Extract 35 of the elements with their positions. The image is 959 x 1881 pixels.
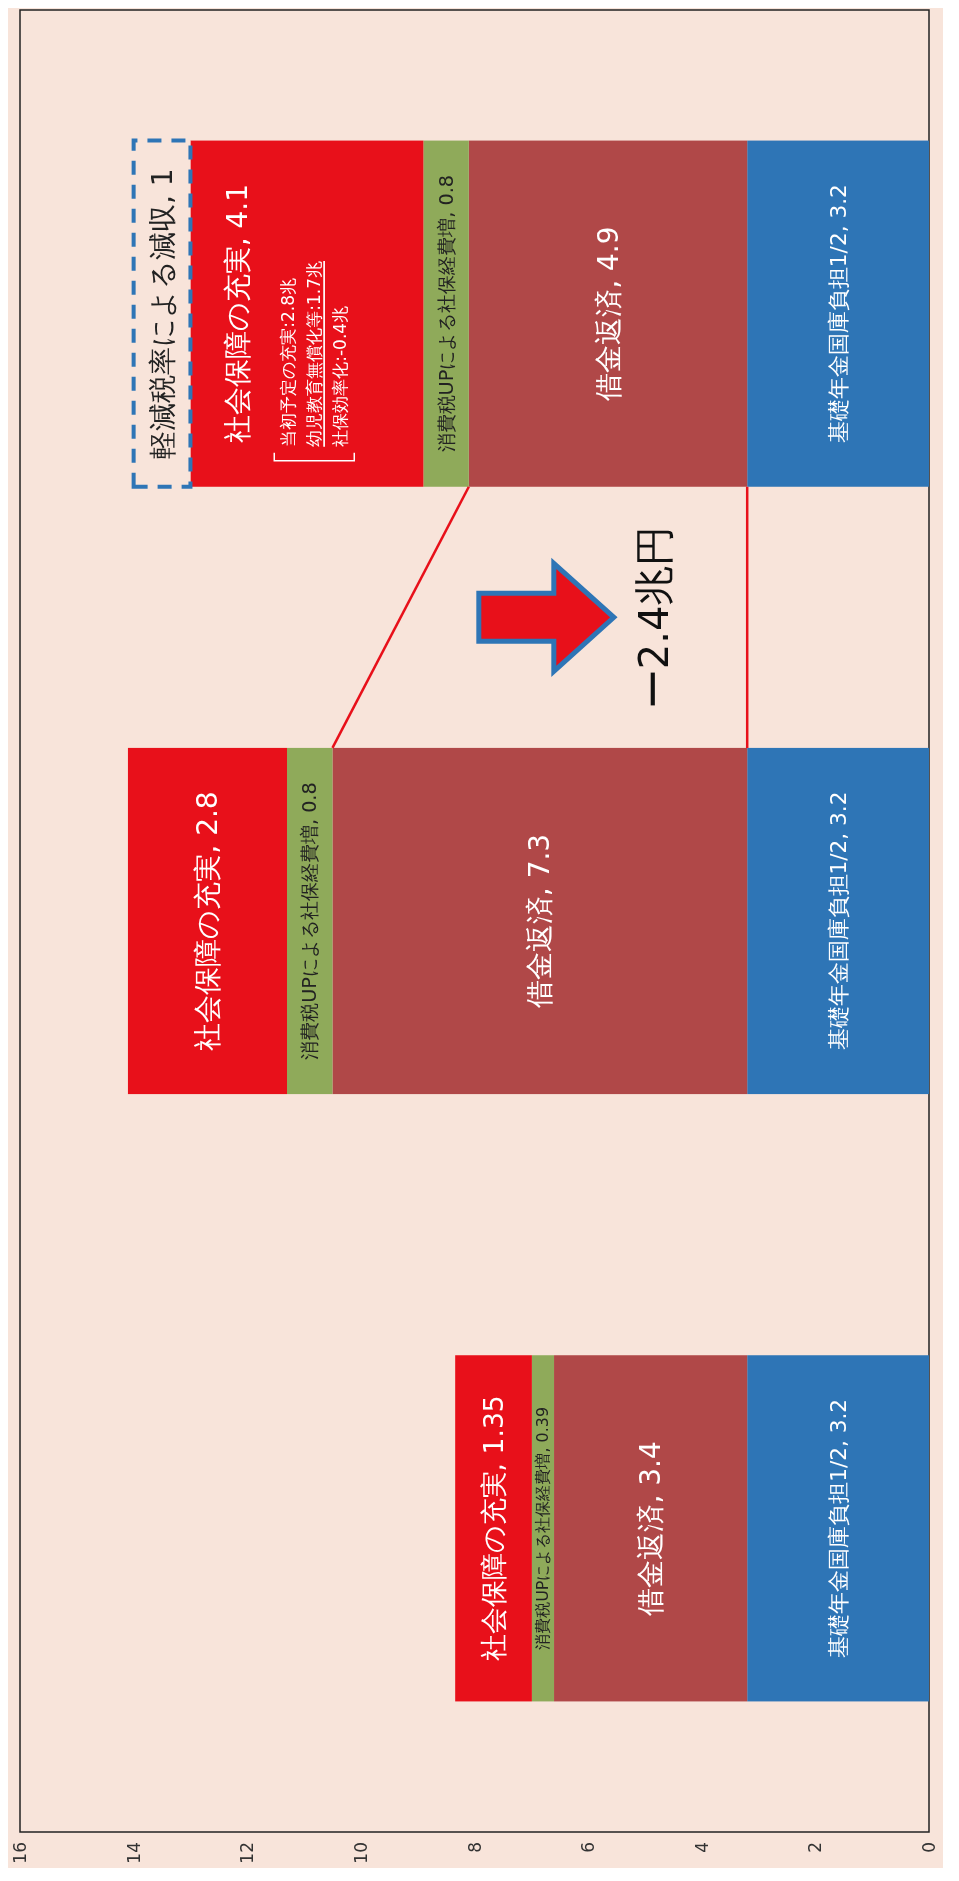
data-label: 消費税UPによる社保経費増, 0.8 xyxy=(434,174,458,453)
bar xyxy=(190,140,424,487)
annotation: 幼児教育無償化等:1.7兆 xyxy=(304,260,325,447)
data-label: 基礎年金国庫負担1/2, 3.2 xyxy=(825,1398,851,1658)
data-label: 借金返済, 3.4 xyxy=(634,1441,668,1616)
x-tick-label: 10 xyxy=(350,1842,371,1864)
data-label: 基礎年金国庫負担1/2, 3.2 xyxy=(825,791,851,1051)
annotation: 社保効率化:-0.4兆 xyxy=(330,305,351,447)
x-tick-label: 6 xyxy=(578,1842,599,1853)
x-tick-label: 0 xyxy=(919,1842,939,1853)
x-tick-label: 14 xyxy=(123,1842,144,1864)
x-tick-label: 8 xyxy=(464,1842,485,1853)
data-label: 軽減税率による減収, 1 xyxy=(145,168,179,459)
bar xyxy=(127,747,288,1095)
bar xyxy=(455,1355,532,1702)
data-label: 消費税UPによる社保経費増, 0.8 xyxy=(298,782,322,1060)
bar xyxy=(468,140,748,487)
bar xyxy=(747,140,929,487)
bar xyxy=(747,1355,929,1702)
bar xyxy=(332,747,748,1095)
x-tick-label: 2 xyxy=(805,1842,826,1853)
data-label: 社会保障の充実, 2.8 xyxy=(190,791,224,1051)
data-label: 消費税UPによる社保経費増, 0.39 xyxy=(533,1406,553,1650)
bar xyxy=(747,747,929,1095)
annotation: ー2.4兆円 xyxy=(630,525,677,710)
bar xyxy=(554,1355,748,1702)
x-tick-label: 16 xyxy=(10,1842,30,1864)
data-label: 借金返済, 4.9 xyxy=(591,226,625,401)
data-label: 借金返済, 7.3 xyxy=(523,833,557,1009)
data-label: 基礎年金国庫負担1/2, 3.2 xyxy=(825,184,851,444)
data-label: 社会保障の充実, 4.1 xyxy=(220,183,254,444)
x-tick-label: 12 xyxy=(237,1842,258,1864)
data-label: 社会保障の充実, 1.35 xyxy=(478,1395,510,1662)
x-tick-label: 4 xyxy=(691,1842,712,1853)
annotation: 当初予定の充実:2.8兆 xyxy=(278,277,299,447)
